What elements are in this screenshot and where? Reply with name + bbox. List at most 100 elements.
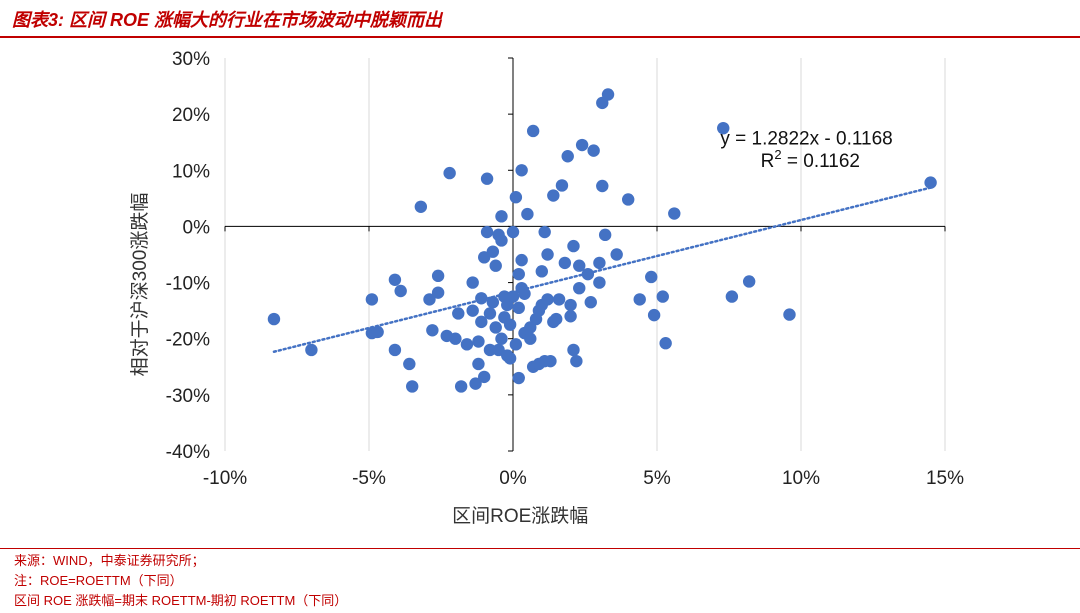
y-axis-label: 相对于沪深300涨跌幅 [129, 193, 151, 377]
note-line: 区间 ROE 涨跌幅=期末 ROETTM-期初 ROETTM（下同） [14, 593, 348, 608]
data-point [431, 286, 445, 299]
data-point [495, 234, 508, 247]
data-point [633, 293, 646, 306]
data-point [593, 256, 606, 270]
data-point [426, 324, 439, 337]
scatter-chart: -10% -5% 0% 5% 10% 15% 30% 20% 10% 0% -10% -20% -30… [129, 49, 964, 527]
y-tick-label: -40% [166, 442, 210, 463]
data-point [512, 301, 525, 315]
x-tick-label: 10% [782, 468, 820, 489]
data-point [509, 338, 523, 351]
data-point [267, 312, 281, 326]
data-point [924, 176, 937, 189]
data-point [489, 321, 502, 334]
data-point [371, 325, 384, 339]
source-line: 来源：WIND，中泰证券研究所； [14, 553, 205, 568]
data-point [725, 290, 739, 303]
data-point [550, 312, 563, 326]
data-point [647, 308, 661, 322]
data-point [515, 164, 528, 177]
data-point [483, 307, 497, 320]
data-point [403, 357, 416, 371]
trendline-r-squared: R2 = 0.1162 [761, 147, 860, 172]
data-point [564, 298, 577, 312]
r2-value: = 0.1162 [782, 151, 860, 172]
data-point [478, 370, 491, 384]
data-point [544, 354, 557, 368]
data-points [267, 88, 937, 393]
y-tick-label: 0% [183, 217, 211, 238]
data-point [656, 290, 669, 303]
data-point [659, 337, 672, 350]
data-point [503, 352, 517, 365]
data-point [541, 248, 554, 261]
x-tick-label: -5% [352, 468, 386, 489]
data-point [469, 377, 482, 390]
data-point [452, 307, 465, 320]
data-point [466, 276, 479, 289]
data-point [564, 310, 577, 323]
data-point [506, 225, 520, 239]
r2-superscript: 2 [774, 147, 781, 162]
data-point [535, 265, 548, 278]
data-point [503, 318, 517, 331]
data-point [567, 343, 580, 357]
x-tick-label: 5% [643, 468, 671, 489]
data-point [466, 304, 479, 317]
data-point [414, 200, 428, 213]
x-tick-labels: -10% -5% 0% 5% 10% 15% [203, 468, 964, 489]
data-point [596, 179, 609, 193]
y-tick-label: -20% [166, 330, 210, 351]
trendline [272, 186, 932, 354]
data-point [526, 124, 540, 138]
y-tick-label: 30% [172, 49, 210, 70]
data-point [365, 293, 379, 306]
x-tick-label: 0% [499, 468, 527, 489]
data-point [515, 253, 528, 267]
x-axis-label: 区间ROE涨跌幅 [452, 505, 588, 527]
data-point [581, 267, 595, 281]
data-point [495, 332, 508, 345]
data-point [584, 296, 597, 309]
data-point [555, 179, 569, 192]
data-point [495, 210, 508, 223]
data-point [561, 150, 574, 163]
data-point [460, 338, 474, 351]
x-tick-label: 15% [926, 468, 964, 489]
r2-prefix: R [761, 151, 775, 172]
trendline-line [272, 186, 932, 354]
data-point [454, 380, 468, 393]
data-point [423, 293, 436, 306]
data-point [449, 332, 462, 345]
data-point [598, 228, 612, 242]
data-point [622, 193, 635, 206]
data-point [575, 138, 589, 152]
data-point [541, 293, 554, 306]
data-point [480, 225, 494, 239]
data-point [717, 121, 730, 135]
figure-title: 图表3: 区间 ROE 涨幅大的行业在市场波动中脱颖而出 [12, 10, 443, 30]
data-point [573, 259, 586, 272]
data-point [524, 332, 537, 345]
y-tick-label: 20% [172, 105, 210, 126]
y-tick-label: -30% [166, 386, 210, 407]
source-divider [0, 548, 1080, 549]
source-notes: 来源：WIND，中泰证券研究所； 注：ROE=ROETTM（下同） 区间 ROE… [14, 551, 347, 611]
x-tick-label: -10% [203, 468, 247, 489]
data-point [305, 343, 318, 357]
data-point [406, 380, 419, 393]
data-point [480, 172, 494, 185]
data-point [610, 248, 623, 261]
data-point [742, 275, 756, 288]
data-point [394, 284, 407, 298]
y-tick-label: -10% [166, 274, 210, 295]
data-point [570, 354, 583, 368]
data-point [567, 239, 580, 253]
data-point [552, 293, 566, 306]
data-point [486, 296, 500, 309]
note-line: 注：ROE=ROETTM（下同） [14, 573, 183, 588]
data-point [668, 207, 681, 220]
data-point [486, 245, 500, 258]
data-point [483, 343, 497, 357]
vertical-gridlines [224, 58, 946, 451]
